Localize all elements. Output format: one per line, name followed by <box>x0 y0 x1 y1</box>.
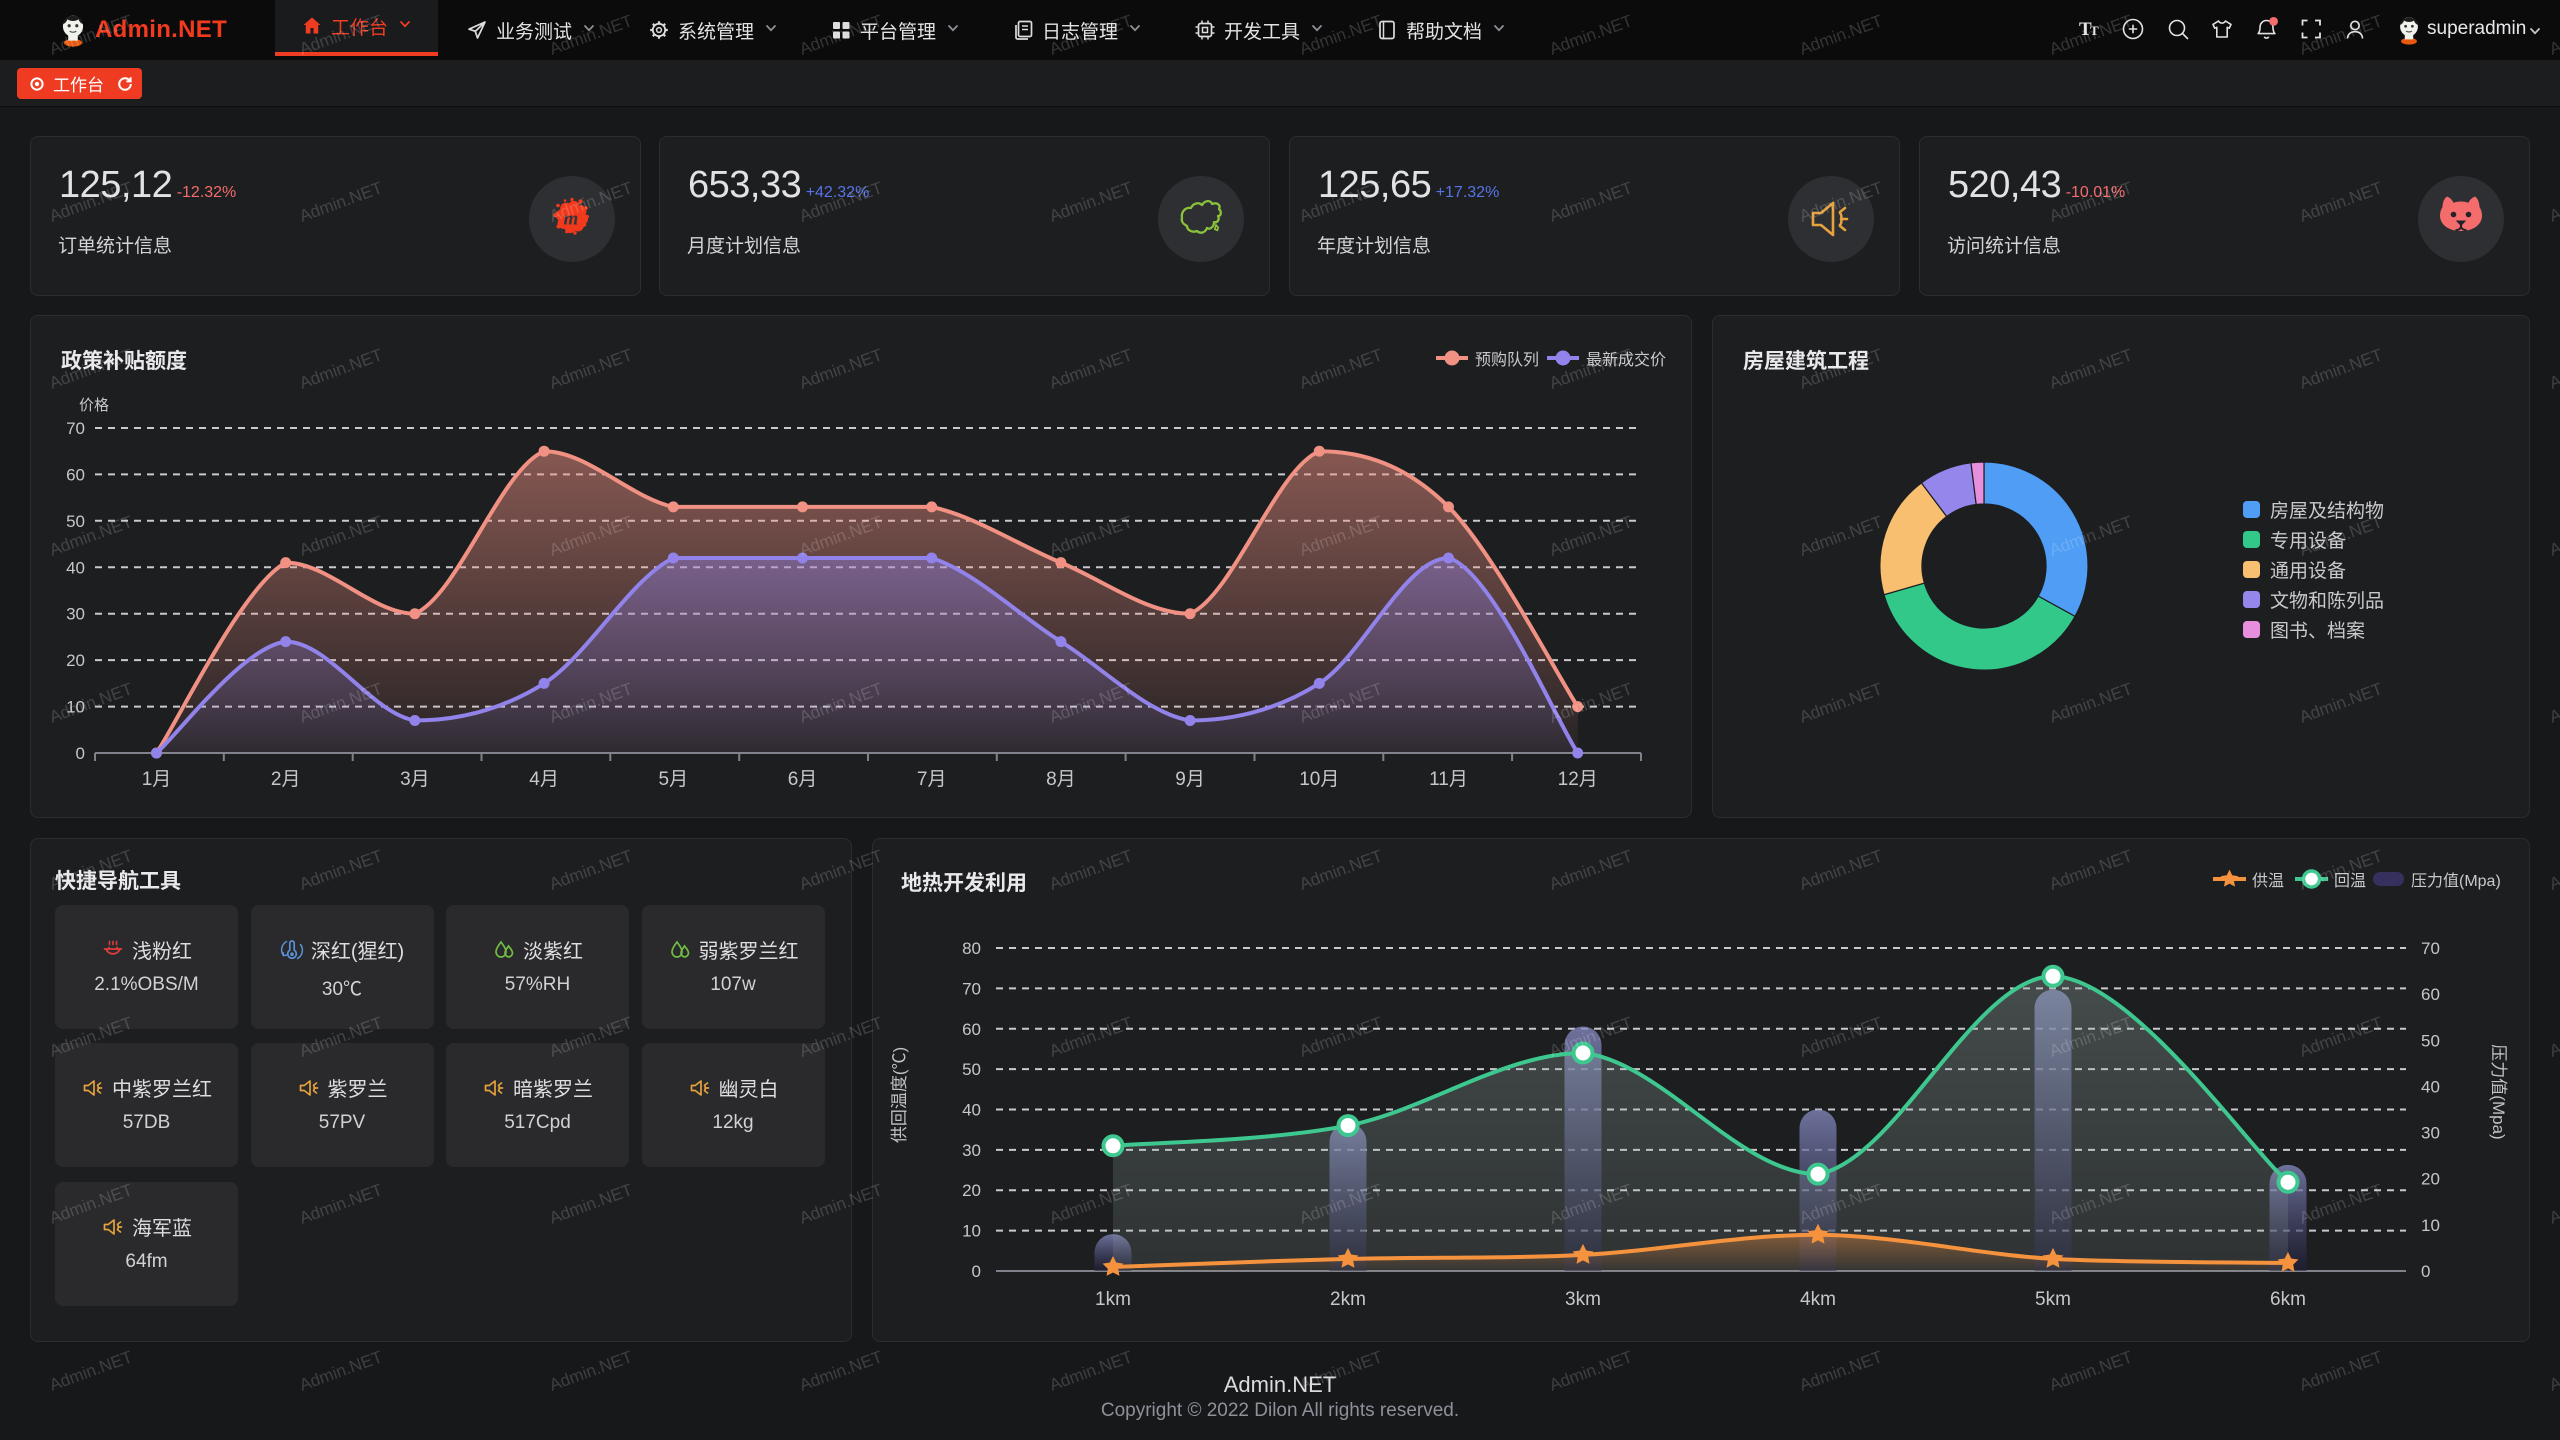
svg-text:Admin.NET: Admin.NET <box>2547 1180 2560 1228</box>
svg-text:70: 70 <box>66 419 85 438</box>
svg-text:6月: 6月 <box>788 769 818 790</box>
svg-text:4月: 4月 <box>529 769 559 790</box>
svg-text:Admin.NET: Admin.NET <box>2547 345 2560 393</box>
svg-text:9月: 9月 <box>1175 769 1205 790</box>
svg-text:Admin.NET: Admin.NET <box>2547 178 2560 226</box>
svg-text:4km: 4km <box>1800 1289 1836 1310</box>
svg-text:30: 30 <box>2421 1124 2440 1143</box>
svg-text:20: 20 <box>962 1181 981 1200</box>
svg-text:40: 40 <box>962 1101 981 1120</box>
svg-text:7月: 7月 <box>917 769 947 790</box>
svg-text:12月: 12月 <box>1558 769 1598 790</box>
svg-text:3km: 3km <box>1565 1289 1601 1310</box>
svg-text:0: 0 <box>972 1262 981 1281</box>
svg-text:8月: 8月 <box>1046 769 1076 790</box>
svg-text:70: 70 <box>2421 939 2440 958</box>
svg-text:3月: 3月 <box>400 769 430 790</box>
svg-text:1月: 1月 <box>142 769 172 790</box>
svg-text:0: 0 <box>76 744 85 763</box>
svg-text:压力值(Mpa): 压力值(Mpa) <box>2489 1044 2508 1139</box>
svg-text:T: T <box>2090 23 2099 38</box>
svg-text:40: 40 <box>66 558 85 577</box>
svg-text:10: 10 <box>2421 1216 2440 1235</box>
svg-text:Admin.NET: Admin.NET <box>2547 1013 2560 1061</box>
svg-text:Admin.NET: Admin.NET <box>2547 679 2560 727</box>
svg-text:Admin.NET: Admin.NET <box>2547 846 2560 894</box>
svg-text:70: 70 <box>962 979 981 998</box>
svg-text:60: 60 <box>66 465 85 484</box>
svg-text:10: 10 <box>962 1222 981 1241</box>
svg-text:80: 80 <box>962 939 981 958</box>
svg-text:50: 50 <box>2421 1031 2440 1050</box>
svg-text:供回温度(℃): 供回温度(℃) <box>890 1047 909 1143</box>
svg-text:40: 40 <box>2421 1077 2440 1096</box>
svg-text:30: 30 <box>66 605 85 624</box>
svg-text:1km: 1km <box>1095 1289 1131 1310</box>
svg-text:0: 0 <box>2421 1262 2430 1281</box>
svg-text:50: 50 <box>66 512 85 531</box>
svg-text:50: 50 <box>962 1060 981 1079</box>
svg-text:10: 10 <box>66 698 85 717</box>
svg-text:2月: 2月 <box>271 769 301 790</box>
svg-text:5km: 5km <box>2035 1289 2071 1310</box>
svg-text:2km: 2km <box>1330 1289 1366 1310</box>
svg-text:60: 60 <box>2421 985 2440 1004</box>
svg-text:Admin.NET: Admin.NET <box>2547 512 2560 560</box>
svg-text:T: T <box>2079 19 2092 40</box>
svg-text:6km: 6km <box>2270 1289 2306 1310</box>
svg-text:5月: 5月 <box>659 769 689 790</box>
svg-text:10月: 10月 <box>1299 769 1339 790</box>
svg-text:20: 20 <box>66 651 85 670</box>
svg-text:m: m <box>564 209 579 230</box>
svg-text:60: 60 <box>962 1020 981 1039</box>
svg-text:20: 20 <box>2421 1170 2440 1189</box>
svg-text:30: 30 <box>962 1141 981 1160</box>
svg-text:11月: 11月 <box>1429 769 1468 790</box>
svg-text:价格: 价格 <box>79 397 109 414</box>
